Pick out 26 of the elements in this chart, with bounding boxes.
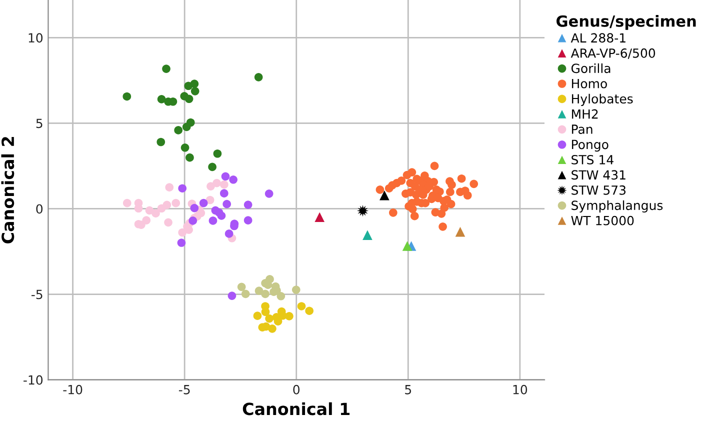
x-tick-label: -10	[63, 384, 82, 394]
legend-label: WT 15000	[571, 216, 634, 226]
y-tick-label: 10	[28, 33, 43, 43]
legend-label: AL 288-1	[570, 33, 626, 43]
y-tick-label: -5	[32, 290, 42, 300]
legend-label: Pan	[572, 124, 592, 134]
legend-label: MH2	[572, 109, 598, 119]
x-tick-label: 5	[405, 385, 412, 394]
legend-label: Gorilla	[571, 63, 610, 74]
legend-title: Genus/specimen	[556, 15, 696, 30]
legend-label: STW 431	[572, 170, 626, 180]
x-tick-label: 10	[513, 384, 528, 394]
legend-label: Symphalangus	[572, 200, 663, 213]
y-axis-title: Canonical 2	[1, 137, 14, 244]
legend-label: Homo	[572, 79, 607, 88]
legend-label: Hylobates	[572, 94, 633, 106]
y-tick-label: 5	[36, 118, 42, 128]
x-tick-label: -5	[178, 385, 190, 394]
y-tick-label: 0	[36, 204, 43, 214]
x-axis-title: Canonical 1	[242, 402, 350, 416]
legend-label: STS 14	[572, 154, 614, 164]
legend-label: ARA-VP-6/500	[570, 48, 656, 59]
legend-label: STW 573	[572, 185, 626, 195]
legend-label: Pongo	[572, 140, 608, 152]
y-tick-label: -10	[24, 375, 43, 385]
x-tick-label: 0	[293, 384, 300, 394]
